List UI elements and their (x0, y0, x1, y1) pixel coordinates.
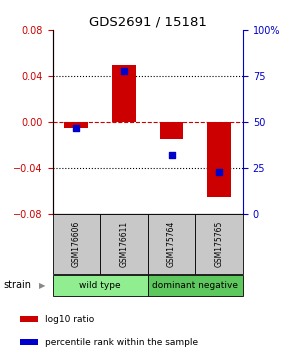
Text: percentile rank within the sample: percentile rank within the sample (45, 338, 198, 347)
Bar (207, 122, 231, 197)
Text: wild type: wild type (79, 281, 121, 290)
Bar (195, 214, 243, 274)
Text: GSM176611: GSM176611 (119, 221, 128, 267)
Bar (20, 339, 38, 345)
Bar (148, 214, 195, 274)
Bar (52, 275, 148, 296)
Point (217, 169, 222, 175)
Text: GSM175765: GSM175765 (215, 221, 224, 268)
Text: GSM176606: GSM176606 (72, 221, 81, 268)
Bar (112, 65, 136, 122)
Bar (100, 214, 148, 274)
Point (74, 125, 79, 131)
Text: strain: strain (3, 280, 31, 290)
Bar (52, 214, 100, 274)
Bar (20, 316, 38, 322)
Text: log10 ratio: log10 ratio (45, 315, 94, 324)
Point (169, 153, 174, 158)
Text: dominant negative: dominant negative (152, 281, 238, 290)
Bar (64, 122, 88, 128)
Bar (160, 122, 184, 139)
Text: ▶: ▶ (39, 281, 46, 290)
Point (122, 68, 126, 73)
Bar (148, 275, 243, 296)
Title: GDS2691 / 15181: GDS2691 / 15181 (89, 16, 207, 29)
Text: GSM175764: GSM175764 (167, 221, 176, 268)
